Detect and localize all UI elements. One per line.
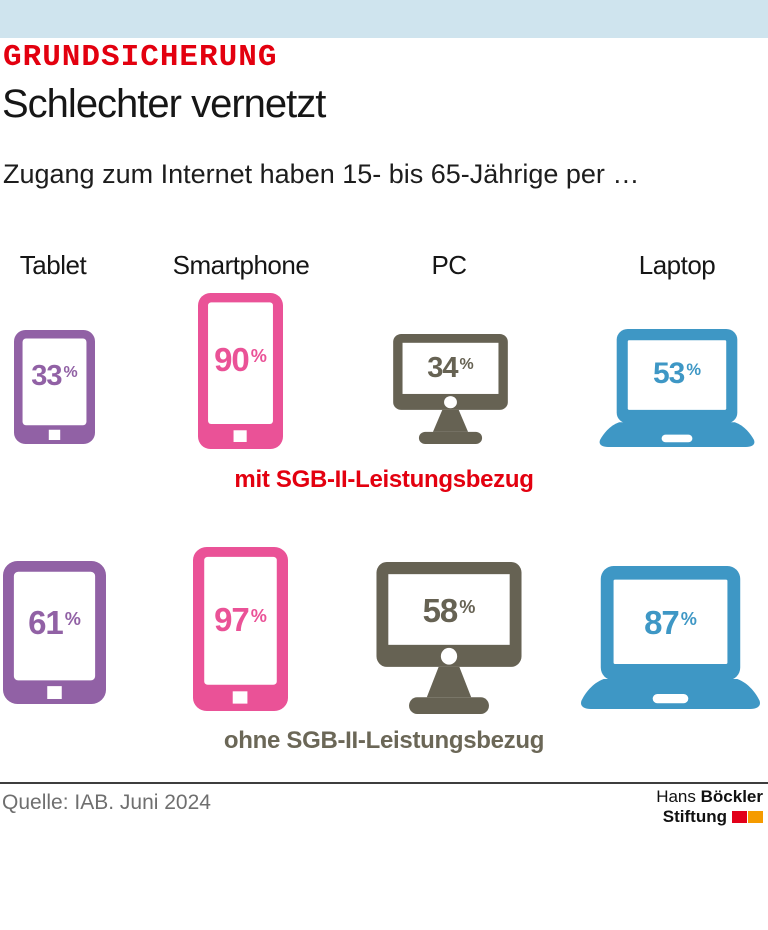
- logo-line-2: Stiftung: [656, 807, 763, 827]
- smartphone-icon: 97%: [193, 547, 288, 711]
- value-tablet-row2: 61%: [28, 604, 81, 641]
- laptop-icon: 53%: [597, 329, 757, 447]
- hans-boeckler-stiftung-logo: Hans Böckler Stiftung: [656, 787, 763, 827]
- value-pc-row2: 58%: [422, 592, 476, 629]
- value-laptop-row1: 53%: [652, 357, 702, 390]
- kicker: GRUNDSICHERUNG: [3, 40, 278, 75]
- desktop-monitor-icon: 58%: [375, 562, 523, 714]
- source-note: Quelle: IAB. Juni 2024: [2, 791, 211, 814]
- logo-orange-square: [748, 811, 763, 823]
- logo-red-square: [732, 811, 747, 823]
- group-label-with-sgb2: mit SGB-II-Leistungsbezug: [234, 466, 534, 493]
- logo-line-1: Hans Böckler: [656, 787, 763, 806]
- device-label-tablet: Tablet: [19, 250, 87, 280]
- value-smartphone-row1: 90%: [214, 341, 267, 378]
- device-label-smartphone: Smartphone: [172, 250, 310, 280]
- subtitle: Zugang zum Internet haben 15- bis 65-Jäh…: [3, 159, 640, 189]
- value-smartphone-row2: 97%: [214, 601, 267, 638]
- tablet-icon: 61%: [3, 561, 106, 704]
- value-tablet-row1: 33%: [31, 360, 78, 392]
- value-laptop-row2: 87%: [644, 604, 697, 641]
- footer-divider: [0, 782, 768, 784]
- top-accent-bar: [0, 0, 768, 38]
- tablet-icon: 33%: [14, 330, 95, 444]
- smartphone-icon: 90%: [198, 293, 283, 449]
- page-title: Schlechter vernetzt: [2, 82, 326, 126]
- desktop-monitor-icon: 34%: [392, 334, 509, 444]
- device-label-pc: PC: [431, 250, 467, 280]
- value-pc-row1: 34%: [427, 352, 474, 384]
- device-label-laptop: Laptop: [638, 250, 716, 280]
- laptop-icon: 87%: [578, 566, 763, 709]
- group-label-without-sgb2: ohne SGB-II-Leistungsbezug: [223, 727, 545, 754]
